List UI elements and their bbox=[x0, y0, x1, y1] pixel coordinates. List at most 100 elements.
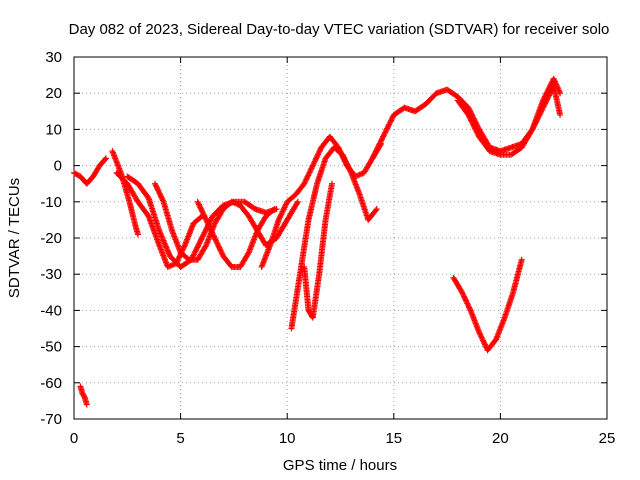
series-trace-b bbox=[109, 148, 141, 238]
data-point bbox=[194, 198, 201, 205]
data-point bbox=[198, 235, 205, 241]
interp-point bbox=[202, 228, 209, 235]
interp-point bbox=[153, 184, 160, 191]
interp-point bbox=[387, 118, 394, 125]
interp-point bbox=[195, 241, 202, 248]
interp-point bbox=[465, 303, 472, 310]
interp-point bbox=[345, 164, 352, 171]
interp-point bbox=[384, 124, 391, 131]
series-trace-i bbox=[301, 180, 335, 321]
interp-point bbox=[155, 187, 162, 194]
interp-point bbox=[305, 172, 312, 179]
interp-point bbox=[536, 112, 543, 119]
y-tick-label: -60 bbox=[40, 375, 62, 392]
interp-point bbox=[468, 118, 475, 125]
interp-point bbox=[547, 89, 554, 96]
series-trace-k bbox=[454, 82, 564, 158]
interp-point bbox=[476, 330, 483, 337]
interp-point bbox=[276, 215, 283, 222]
interp-point bbox=[216, 246, 223, 253]
interp-point bbox=[544, 96, 551, 103]
interp-point bbox=[280, 205, 287, 212]
interp-point bbox=[479, 336, 486, 343]
interp-point bbox=[370, 152, 377, 159]
interp-point bbox=[538, 107, 545, 114]
interp-point bbox=[378, 136, 385, 143]
interp-point bbox=[175, 254, 182, 261]
interp-point bbox=[154, 186, 161, 193]
interp-point bbox=[307, 166, 314, 173]
series-trace-c bbox=[113, 169, 205, 270]
interp-point bbox=[468, 117, 475, 124]
interp-point bbox=[276, 214, 283, 221]
data-point bbox=[301, 180, 308, 187]
interp-point bbox=[467, 115, 474, 122]
x-axis-label: GPS time / hours bbox=[283, 457, 397, 474]
interp-point bbox=[155, 189, 162, 196]
data-point bbox=[459, 289, 466, 296]
data-point bbox=[275, 216, 282, 223]
interp-point bbox=[277, 212, 284, 219]
interp-point bbox=[460, 293, 467, 300]
y-tick-label: -70 bbox=[40, 411, 62, 428]
y-tick-label: -30 bbox=[40, 266, 62, 283]
data-point bbox=[309, 162, 316, 169]
interp-point bbox=[209, 230, 216, 237]
interp-point bbox=[344, 162, 351, 169]
interp-point bbox=[152, 182, 159, 189]
interp-point bbox=[536, 111, 543, 118]
interp-point bbox=[202, 243, 209, 250]
interp-point bbox=[206, 223, 213, 230]
interp-point bbox=[477, 331, 484, 338]
interp-point bbox=[311, 159, 318, 166]
y-axis-label: SDTVAR / TECUs bbox=[6, 178, 23, 298]
x-tick-label: 0 bbox=[70, 430, 78, 447]
interp-point bbox=[303, 176, 310, 183]
interp-point bbox=[306, 169, 313, 176]
interp-point bbox=[313, 154, 320, 161]
data-point bbox=[102, 155, 109, 162]
interp-point bbox=[539, 106, 546, 113]
x-tick-label: 15 bbox=[385, 430, 402, 447]
interp-point bbox=[372, 148, 379, 155]
interp-point bbox=[315, 151, 322, 158]
interp-point bbox=[389, 114, 396, 121]
interp-point bbox=[204, 219, 211, 226]
y-tick-label: -10 bbox=[40, 194, 62, 211]
interp-point bbox=[200, 232, 207, 239]
interp-point bbox=[546, 92, 553, 99]
interp-point bbox=[538, 108, 545, 115]
interp-point bbox=[376, 140, 383, 147]
interp-point bbox=[205, 221, 212, 228]
y-tick-label: -50 bbox=[40, 339, 62, 356]
interp-point bbox=[480, 338, 487, 345]
interp-point bbox=[157, 193, 164, 200]
interp-point bbox=[202, 215, 209, 222]
interp-point bbox=[314, 152, 321, 159]
y-tick-label: 10 bbox=[45, 121, 62, 138]
interp-point bbox=[279, 208, 286, 215]
interp-point bbox=[478, 333, 485, 340]
interp-point bbox=[218, 250, 225, 257]
interp-point bbox=[462, 297, 469, 304]
interp-point bbox=[197, 204, 204, 211]
data-point bbox=[518, 256, 525, 263]
interp-point bbox=[313, 155, 320, 162]
interp-point bbox=[197, 205, 204, 212]
interp-point bbox=[471, 124, 478, 131]
series-trace-h bbox=[288, 144, 380, 332]
interp-point bbox=[201, 214, 208, 221]
interp-point bbox=[245, 250, 252, 257]
data-point bbox=[294, 198, 301, 205]
interp-point bbox=[197, 237, 204, 244]
interp-point bbox=[543, 97, 550, 104]
interp-point bbox=[216, 244, 223, 251]
interp-point bbox=[381, 130, 388, 137]
interp-point bbox=[270, 207, 277, 214]
interp-point bbox=[340, 154, 347, 161]
data-point bbox=[557, 111, 564, 118]
interp-point bbox=[548, 88, 555, 95]
data-point bbox=[465, 104, 472, 111]
interp-point bbox=[195, 201, 202, 208]
